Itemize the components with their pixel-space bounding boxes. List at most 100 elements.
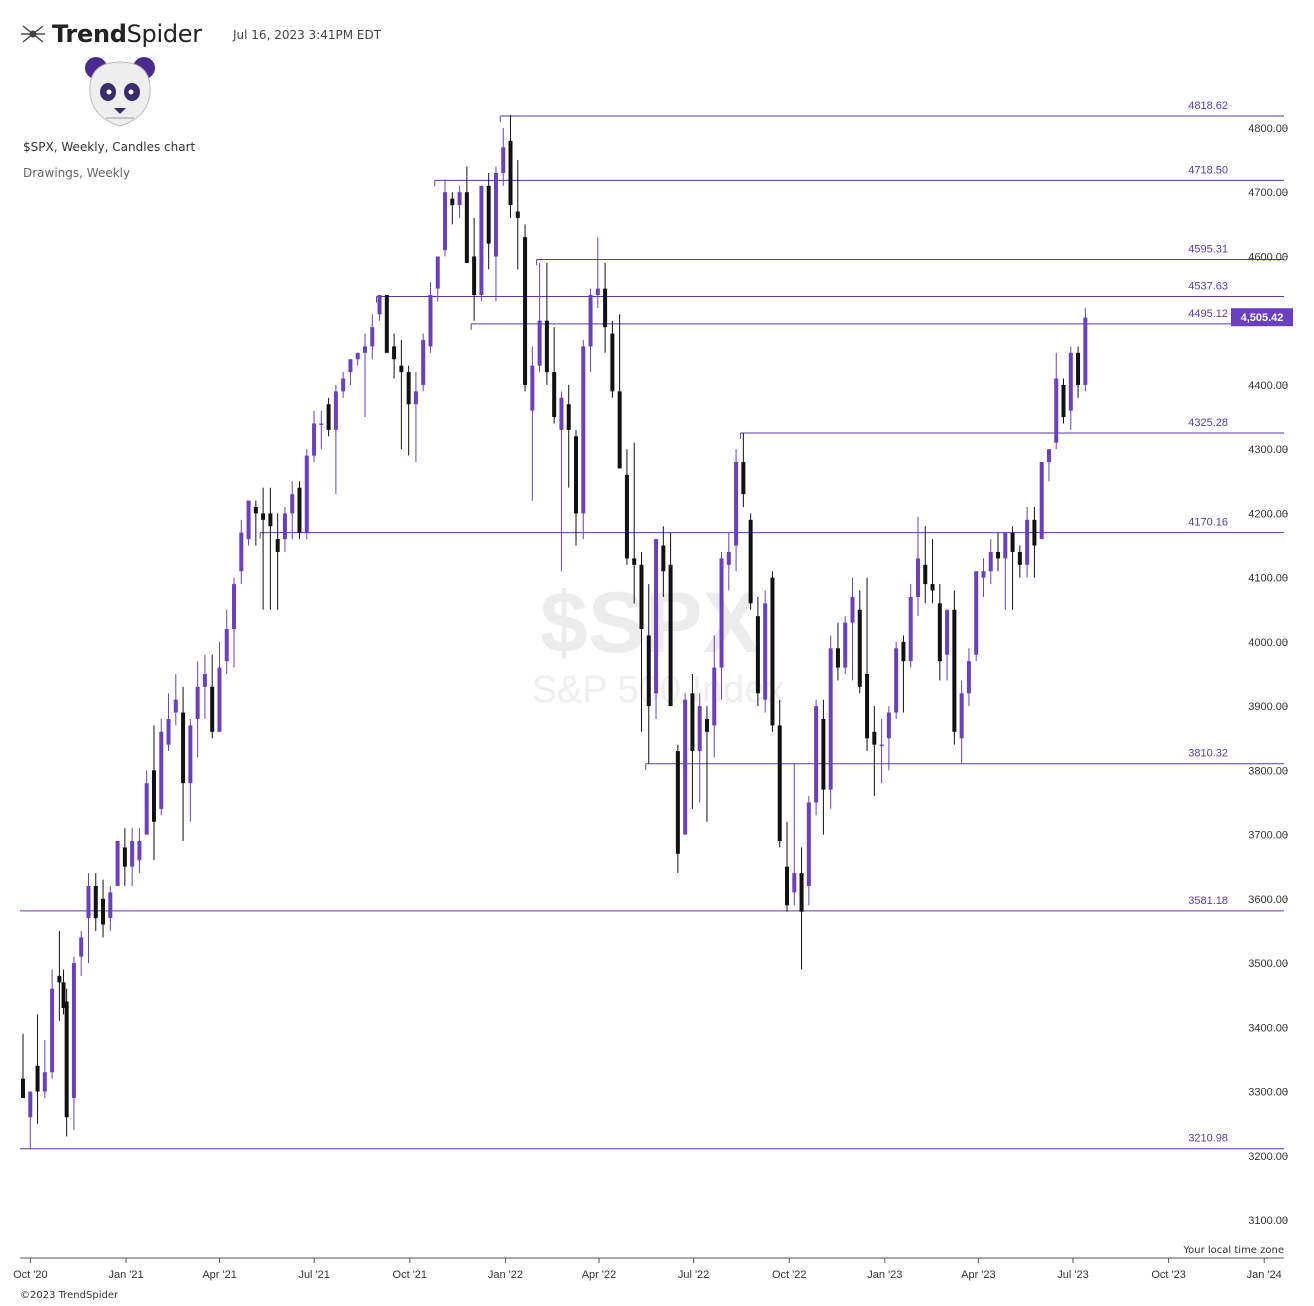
candle-body [61, 982, 66, 1009]
candle-body [879, 744, 884, 747]
candle-body [945, 609, 950, 655]
level-label: 4818.62 [1188, 100, 1228, 112]
x-tick-label: Oct '22 [772, 1269, 807, 1281]
candle-body [151, 770, 156, 822]
candle-body [697, 706, 702, 752]
candle-body [552, 372, 557, 418]
candle-body [981, 571, 986, 578]
spider-logo-icon [21, 25, 45, 43]
candle-body [610, 333, 615, 392]
candle-body [282, 513, 287, 540]
level-label: 4325.28 [1188, 417, 1228, 429]
candle-body [384, 295, 389, 353]
candle-body [486, 185, 491, 244]
candle-body [566, 404, 571, 430]
drawings-label[interactable]: Drawings, Weekly [23, 166, 131, 180]
x-tick-label: Oct '20 [13, 1269, 48, 1281]
candle-body [217, 667, 222, 732]
candle-body [1032, 519, 1037, 546]
candle-body [464, 192, 469, 263]
y-tick-label: 3200.00 [1248, 1151, 1288, 1163]
candle-body [341, 378, 346, 392]
level-label: 3581.18 [1188, 895, 1228, 907]
x-tick-label: Oct '21 [393, 1269, 428, 1281]
candle-body [799, 873, 804, 912]
y-tick-label: 3500.00 [1248, 958, 1288, 970]
candle-body [690, 693, 695, 752]
candle-body [988, 551, 993, 572]
candle-body [668, 564, 673, 707]
candle-body [574, 436, 578, 514]
y-tick-label: 4200.00 [1248, 508, 1288, 520]
candle-body [785, 866, 790, 906]
level-label: 4495.12 [1188, 308, 1228, 320]
candle-body [210, 686, 215, 732]
candle-body [122, 847, 127, 867]
copyright: ©2023 TrendSpider [20, 1290, 119, 1301]
candle-body [974, 571, 979, 655]
candle-body [515, 211, 520, 218]
candle-body [828, 648, 833, 790]
candle-body [1017, 551, 1022, 565]
candle-body [814, 706, 819, 803]
panda-avatar-icon [84, 56, 156, 134]
candle-body [588, 295, 593, 347]
candle-body [130, 841, 135, 867]
candle-body [763, 603, 768, 700]
candle-body [319, 423, 324, 425]
level-label: 3210.98 [1188, 1133, 1228, 1145]
candle-body [559, 397, 564, 430]
candle-body [392, 346, 397, 360]
y-tick-label: 4000.00 [1248, 637, 1288, 649]
candle-body [581, 346, 586, 514]
candle-body [35, 1065, 40, 1092]
candle-body [748, 519, 753, 604]
y-tick-label: 3900.00 [1248, 701, 1288, 713]
y-tick-label: 4400.00 [1248, 380, 1288, 392]
x-tick-label: Jul '23 [1057, 1269, 1088, 1281]
x-tick-label: Jan '21 [108, 1269, 143, 1281]
y-tick-label: 4800.00 [1248, 123, 1288, 135]
last-price-badge: 4,505.42 [1231, 308, 1293, 327]
candle-body [886, 712, 891, 739]
x-tick-label: Jan '23 [867, 1269, 902, 1281]
candle-body [530, 365, 535, 411]
candle-body [850, 596, 855, 623]
candle-body [253, 506, 258, 514]
candle-body [290, 494, 295, 514]
candle-body [450, 198, 455, 206]
candle-body [137, 841, 142, 861]
x-tick-label: Oct '23 [1151, 1269, 1186, 1281]
candle-body [930, 584, 935, 591]
candle-body [544, 320, 549, 373]
candle-body [93, 885, 98, 919]
candle-body [675, 751, 680, 854]
candle-body [923, 564, 928, 585]
level-label: 4170.16 [1188, 517, 1228, 529]
x-tick-label: Jan '22 [488, 1269, 523, 1281]
candle-body [428, 295, 433, 347]
candle-body [333, 391, 338, 430]
candle-body [370, 327, 375, 347]
candle-body [523, 237, 528, 385]
candle-body [246, 500, 251, 540]
level-lines: 4818.62 4718.50 4595.31 4537.63 4495.12 4325.… [20, 100, 1284, 1150]
candle-body [232, 584, 237, 630]
brand-logo[interactable]: TrendSpider [20, 20, 202, 48]
candle-body [632, 558, 637, 565]
candle-body [777, 725, 782, 842]
candle-body [224, 629, 229, 662]
candle-body [654, 539, 659, 694]
candle-body [108, 892, 113, 919]
candle-body [443, 192, 448, 251]
y-tick-label: 3700.00 [1248, 830, 1288, 842]
candle-body [1054, 378, 1059, 443]
candle-body [493, 172, 498, 257]
candle-body [734, 462, 739, 546]
candle-body [188, 725, 193, 784]
timestamp: Jul 16, 2023 3:41PM EDT [233, 28, 382, 42]
candles [21, 115, 1088, 1150]
last-price-badge-bg [1231, 308, 1293, 327]
y-axis: 3100.00 3200.00 3300.00 3400.00 3500.00 3600.… [1248, 123, 1288, 1227]
